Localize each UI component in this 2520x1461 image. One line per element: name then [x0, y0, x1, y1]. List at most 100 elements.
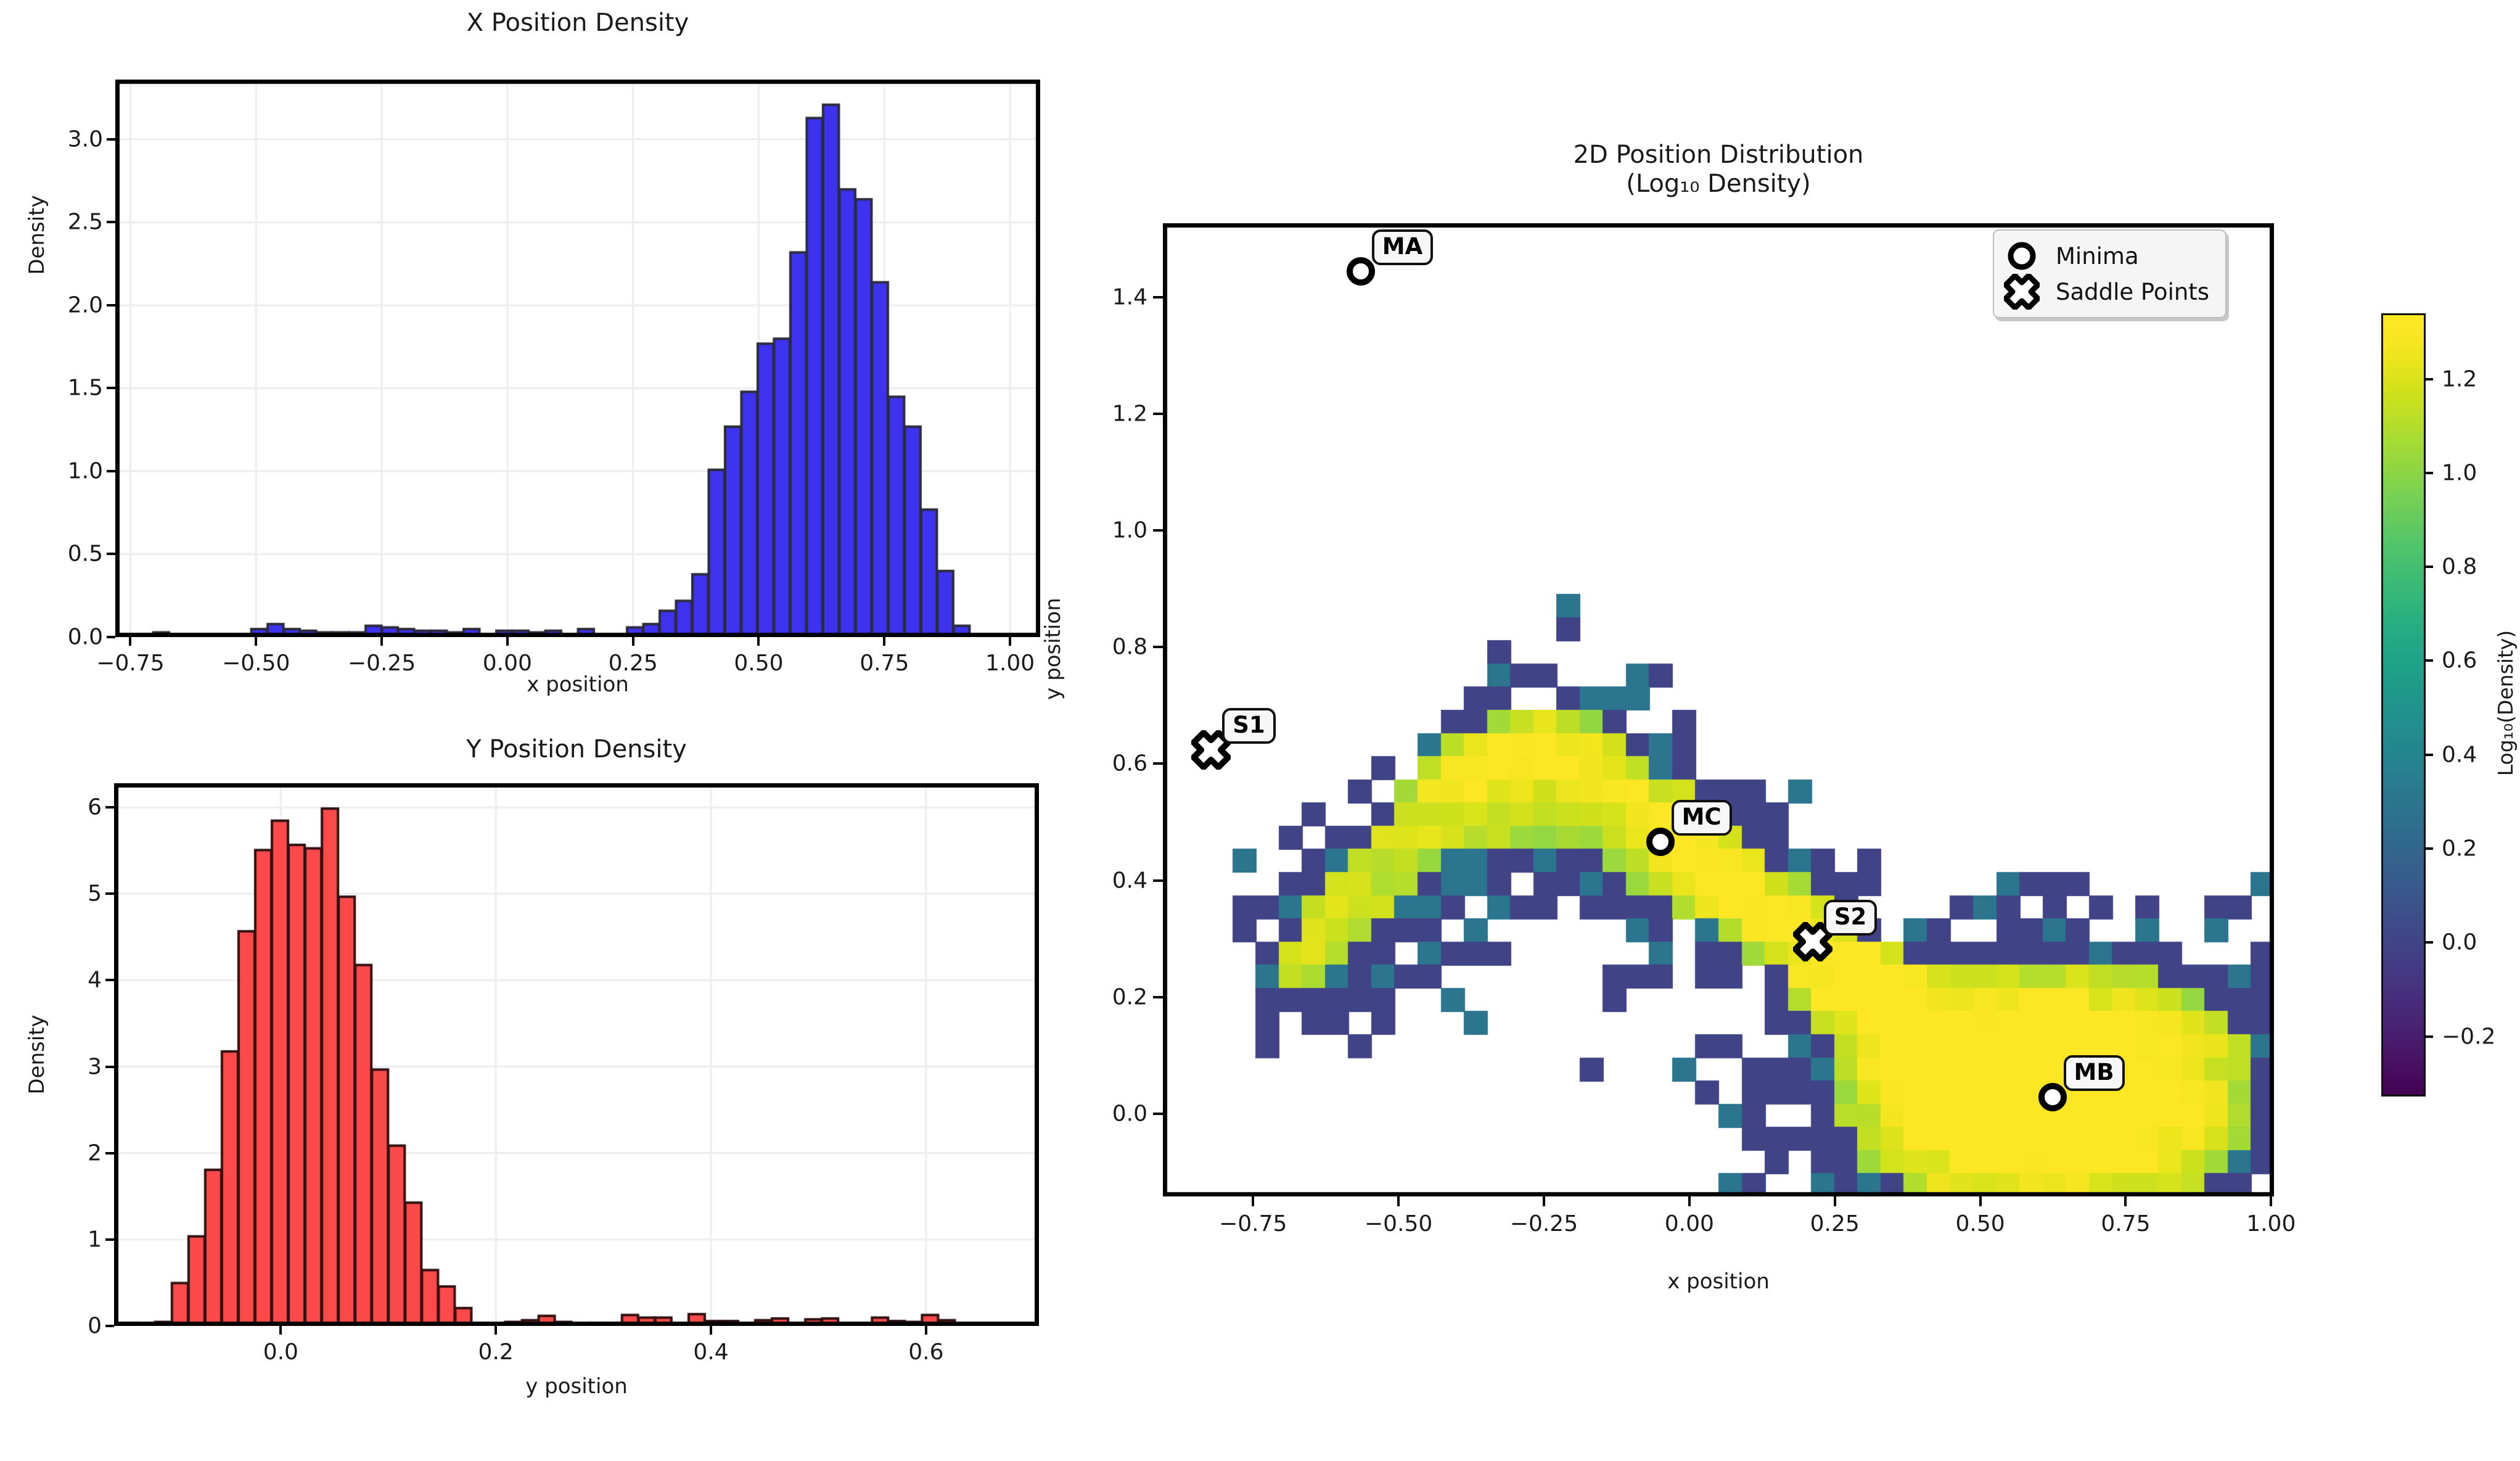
tick-mark: [757, 637, 760, 646]
tick-mark: [506, 637, 509, 646]
axis-tick-label: 0: [88, 1313, 102, 1339]
tick-mark: [1252, 1196, 1255, 1206]
x-hist-xlabel: x position: [527, 672, 629, 697]
tick-mark: [631, 637, 634, 646]
axis-tick-label: 0.50: [1955, 1211, 2005, 1237]
tick-mark: [1153, 296, 1163, 299]
axis-tick-label: 0.50: [734, 651, 784, 676]
axis-tick-label: 2.5: [67, 209, 103, 235]
legend-item-minima[interactable]: Minima: [2004, 238, 2209, 274]
tick-mark: [1153, 1112, 1163, 1115]
axis-tick-label: −0.50: [222, 651, 290, 676]
y-hist-xlabel: y position: [525, 1374, 628, 1399]
tick-mark: [107, 469, 115, 472]
tick-mark: [1153, 529, 1163, 532]
x-icon: [1191, 729, 1232, 770]
tick-mark: [279, 1326, 282, 1335]
tick-mark: [105, 1065, 114, 1068]
tick-mark: [1397, 1196, 1400, 1206]
critical-point-label-s1: S1: [1222, 707, 1276, 744]
critical-point-label-mb: MB: [2063, 1055, 2125, 1092]
axis-tick-label: −0.75: [1219, 1211, 1287, 1237]
tick-mark: [105, 1238, 114, 1241]
saddle-marker[interactable]: [1792, 921, 1833, 962]
tick-mark: [1979, 1196, 1982, 1206]
legend-label-saddle: Saddle Points: [2056, 278, 2210, 305]
axis-tick-label: 0.6: [2442, 648, 2477, 673]
tick-mark: [1153, 995, 1163, 998]
x-position-density-panel: X Position Density −0.75 −0.50 −0.25 0.00 0.…: [0, 0, 1085, 715]
axis-tick-label: 0.0: [67, 624, 103, 650]
axis-tick-label: 0.5: [67, 541, 103, 567]
critical-point-label-s2: S2: [1823, 899, 1878, 936]
tick-mark: [1153, 413, 1163, 416]
tick-mark: [2424, 753, 2433, 756]
x-hist-ylabel: Density: [25, 195, 49, 275]
legend-label-minima: Minima: [2056, 242, 2139, 270]
tick-mark: [1688, 1196, 1691, 1206]
axis-tick-label: 2: [88, 1140, 102, 1166]
colorbar: [2381, 313, 2426, 1097]
axis-tick-label: 0.4: [693, 1340, 729, 1365]
axis-tick-label: 1.5: [67, 375, 103, 401]
y-hist-title: Y Position Density: [466, 735, 687, 763]
axis-tick-label: 5: [88, 881, 102, 907]
axis-tick-label: 1.00: [2246, 1211, 2296, 1237]
axis-tick-label: 4: [88, 967, 102, 993]
tick-mark: [1542, 1196, 1545, 1206]
tick-mark: [2424, 566, 2433, 569]
axis-tick-label: 1.00: [985, 651, 1035, 676]
axis-tick-label: 0.75: [860, 651, 909, 676]
tick-mark: [107, 303, 115, 307]
axis-tick-label: 0.75: [2101, 1211, 2151, 1237]
tick-mark: [883, 637, 886, 646]
tick-mark: [1153, 762, 1163, 765]
tick-mark: [105, 1325, 114, 1327]
tick-mark: [105, 1151, 114, 1154]
y-hist-plot-area: [114, 783, 1039, 1326]
minima-marker[interactable]: [2033, 1077, 2072, 1117]
map2d-legend[interactable]: Minima Saddle Points: [1993, 229, 2227, 318]
tick-mark: [105, 806, 114, 809]
axis-tick-label: 2.0: [67, 292, 103, 318]
axis-tick-label: 3: [88, 1054, 102, 1080]
saddle-marker[interactable]: [1191, 729, 1232, 770]
axis-tick-label: 0.25: [1810, 1211, 1860, 1237]
axis-tick-label: 0.25: [608, 651, 658, 676]
axis-tick-label: 0.0: [263, 1340, 298, 1365]
circle-icon: [1346, 257, 1375, 286]
tick-mark: [1153, 646, 1163, 649]
axis-tick-label: 0.4: [2442, 742, 2477, 768]
tick-mark: [2424, 377, 2433, 381]
critical-point-label-mc: MC: [1671, 800, 1732, 836]
tick-mark: [255, 637, 258, 646]
tick-mark: [105, 979, 114, 982]
legend-item-saddle[interactable]: Saddle Points: [2004, 274, 2209, 310]
tick-mark: [107, 553, 115, 556]
axis-tick-label: −0.2: [2442, 1024, 2496, 1050]
minima-marker[interactable]: [1341, 252, 1381, 291]
tick-mark: [107, 221, 115, 224]
map2d-title: 2D Position Distribution (Log₁₀ Density): [1573, 141, 1864, 199]
tick-mark: [1153, 879, 1163, 882]
axis-tick-label: 0.2: [2442, 836, 2477, 862]
circle-icon: [2038, 1083, 2067, 1112]
tick-mark: [1009, 637, 1012, 646]
axis-tick-label: 0.00: [1664, 1211, 1714, 1237]
colorbar-label: Log₁₀(Density): [2493, 630, 2518, 776]
circle-icon: [1646, 828, 1675, 857]
tick-mark: [495, 1326, 498, 1335]
axis-tick-label: −0.25: [1509, 1211, 1578, 1237]
minima-circle-icon: [2008, 242, 2036, 270]
minima-marker[interactable]: [1641, 822, 1680, 862]
tick-mark: [2424, 659, 2433, 662]
tick-mark: [2124, 1196, 2127, 1206]
tick-mark: [2424, 1035, 2433, 1038]
tick-mark: [107, 138, 115, 141]
tick-mark: [107, 636, 115, 638]
tick-mark: [105, 892, 114, 895]
map2d-plot-area: [1163, 223, 2274, 1196]
tick-mark: [924, 1326, 927, 1335]
tick-mark: [380, 637, 384, 646]
critical-point-label-ma: MA: [1371, 229, 1434, 265]
